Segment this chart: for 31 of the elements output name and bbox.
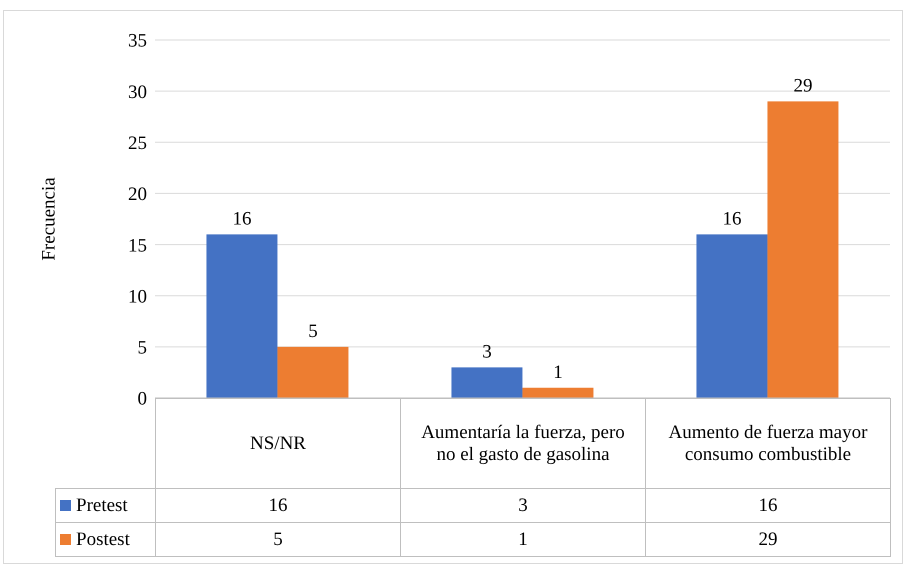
y-axis-title: Frecuencia: [38, 176, 60, 261]
text: 29: [793, 75, 812, 96]
y-tick-label: 35: [128, 30, 147, 52]
x-tick-label: NS/NR: [156, 398, 400, 488]
text: 3: [482, 341, 492, 362]
data-label: 29: [646, 522, 890, 556]
y-tick-label: 30: [128, 82, 147, 103]
y-tick-label: 5: [138, 338, 147, 359]
y-tick-label: 10: [128, 286, 147, 308]
bar: [696, 234, 768, 398]
legend-label: Pretest: [56, 488, 156, 522]
bar: [451, 367, 522, 398]
y-tick-label: 0: [138, 388, 147, 410]
data-label: 16: [646, 488, 890, 522]
legend-label: Postest: [56, 522, 156, 556]
data-label: 3: [400, 488, 646, 522]
text: 5: [308, 320, 318, 342]
x-tick-label: Aumento de fuerza mayor consumo combustible: [646, 398, 890, 488]
x-tick-label: Aumentaría la fuerza, pero no el gasto de gasolina: [400, 398, 646, 488]
data-label: 1: [400, 522, 646, 556]
text: 16: [722, 208, 742, 230]
text: 1: [553, 362, 563, 383]
bar: [767, 101, 838, 398]
text: 16: [232, 208, 252, 230]
bar: [277, 346, 348, 398]
y-tick-label: 15: [128, 235, 147, 256]
y-tick-label: 20: [128, 184, 147, 206]
data-label: 16: [156, 488, 400, 522]
bar: [206, 234, 278, 398]
y-tick-label: 25: [128, 133, 147, 154]
bar: [522, 388, 594, 398]
